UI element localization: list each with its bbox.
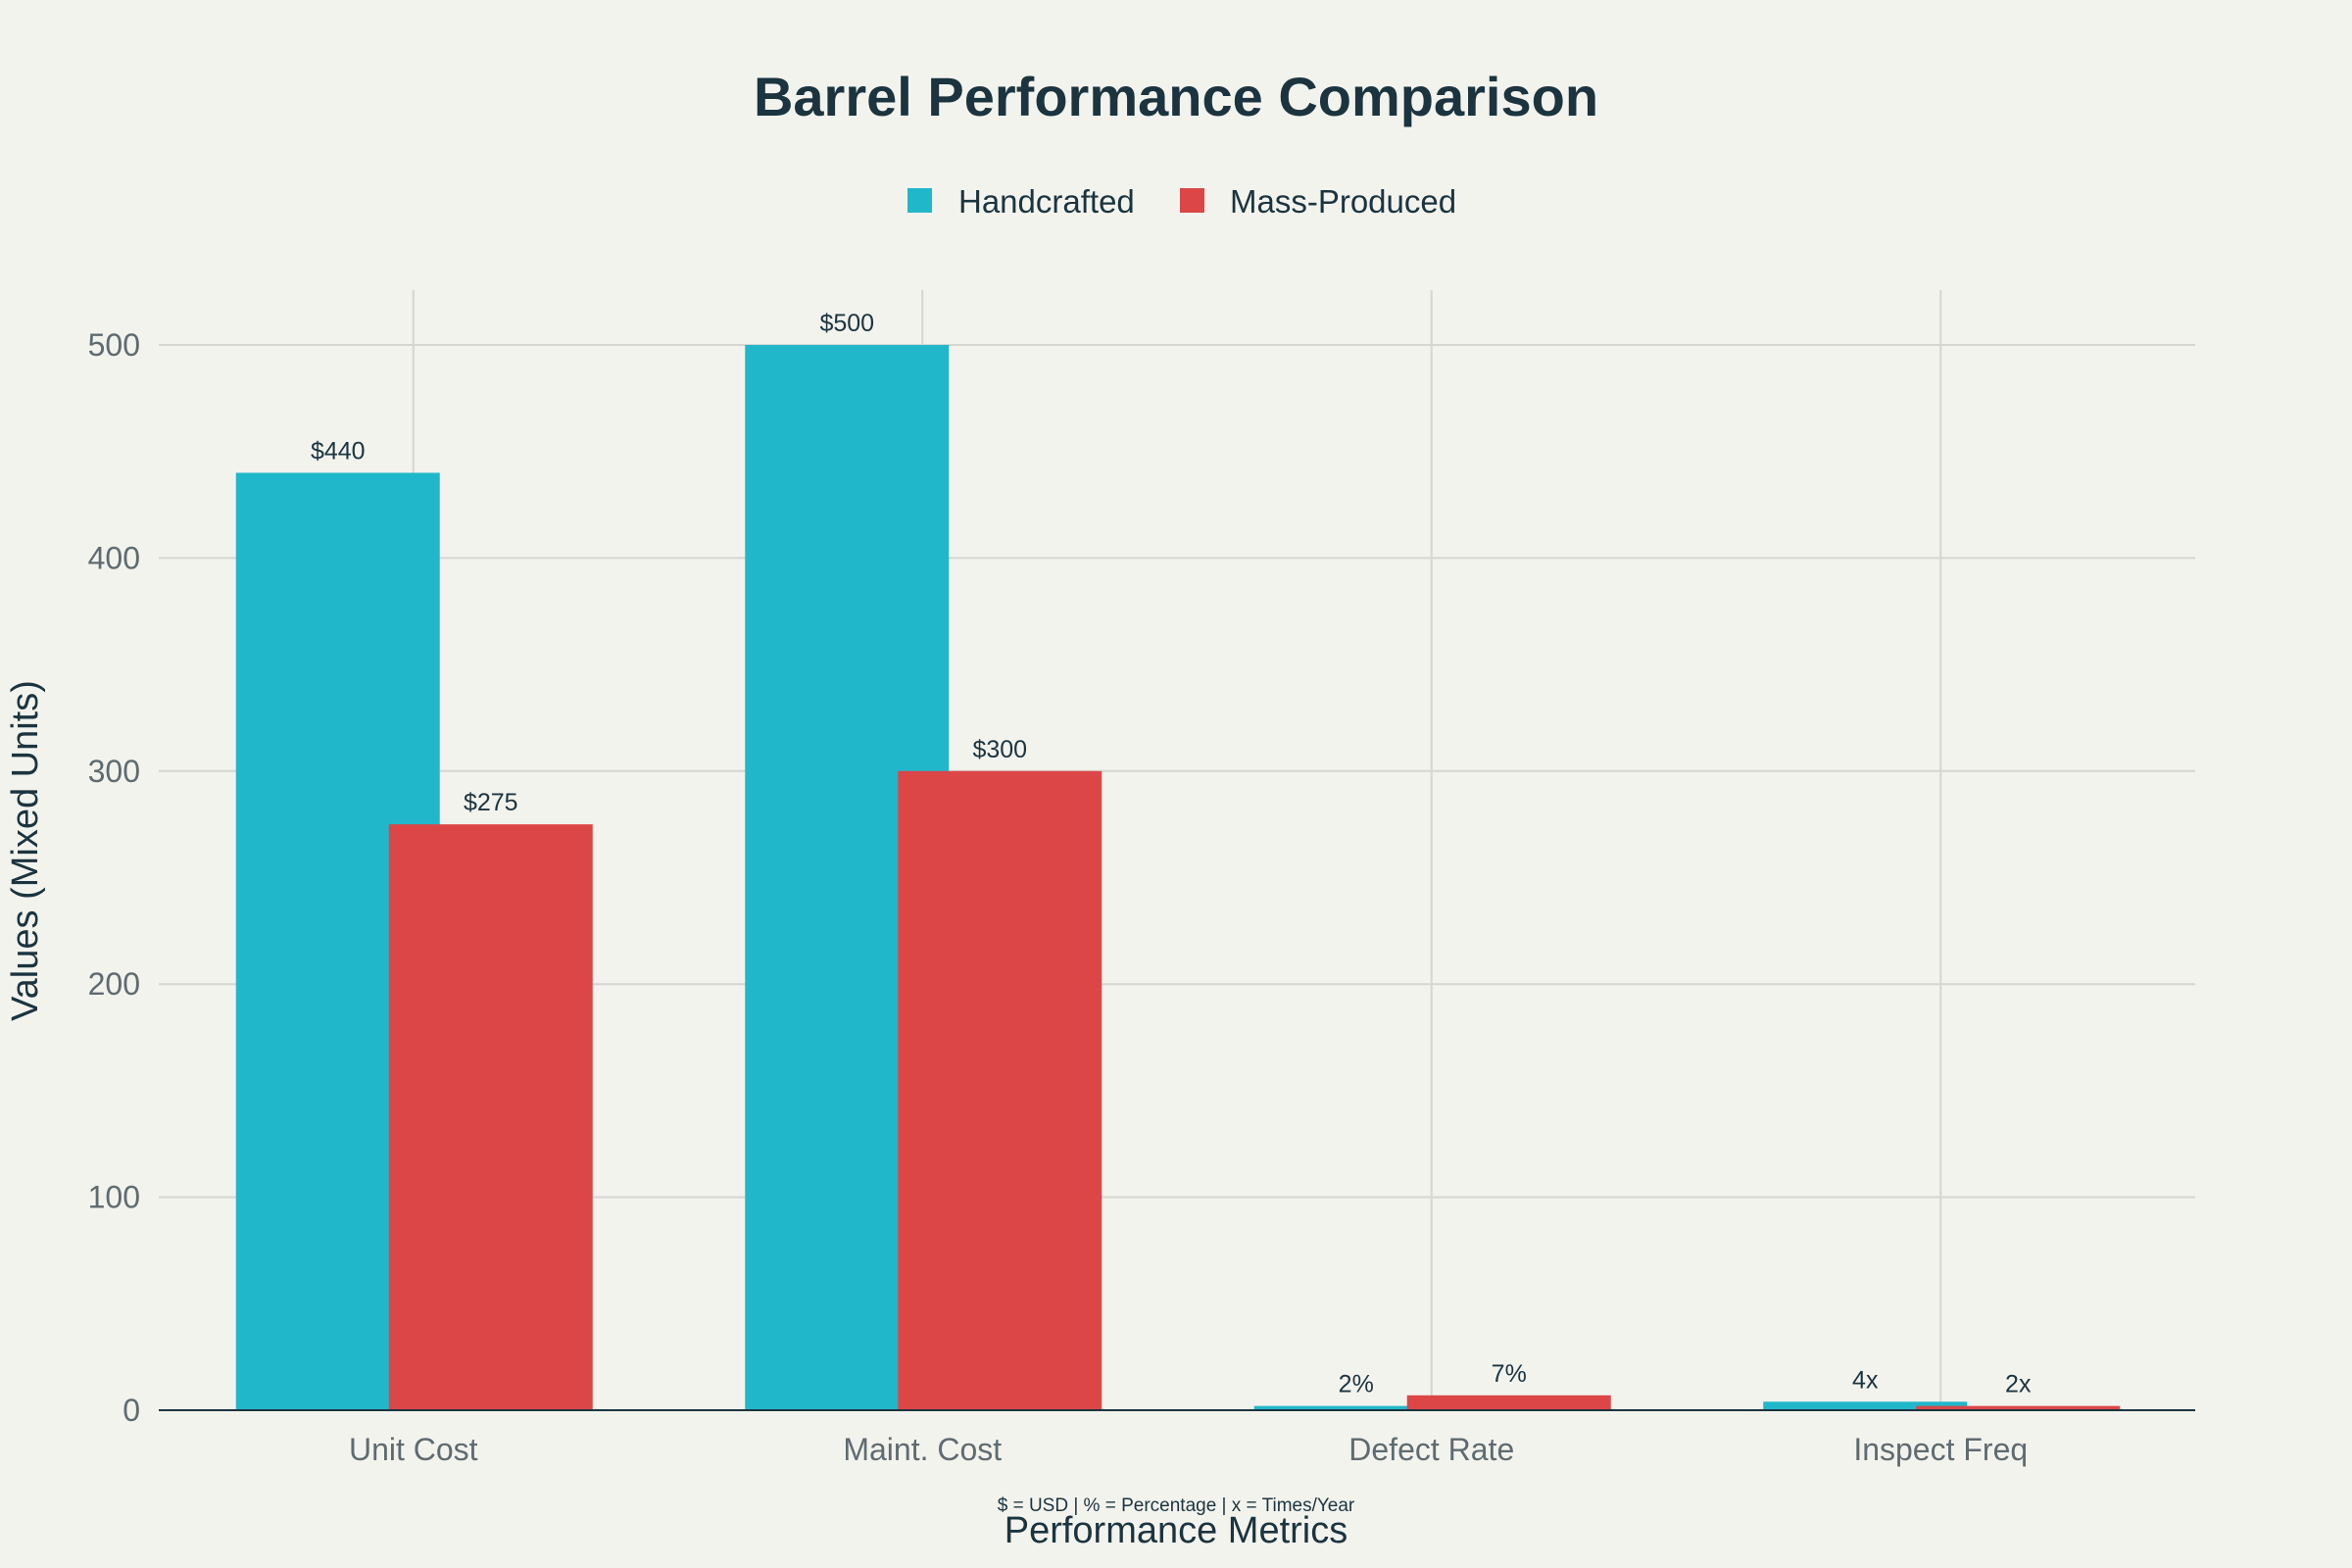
data-label: $440 xyxy=(311,437,366,465)
x-axis-ticks: Unit Cost Maint. Cost Defect Rate Inspect F… xyxy=(349,1432,2028,1467)
x-tick-label: Defect Rate xyxy=(1348,1432,1514,1467)
data-label: $275 xyxy=(464,789,518,816)
bar-mass-produced-maint-cost xyxy=(898,770,1102,1410)
legend-item-handcrafted: Handcrafted xyxy=(907,183,1135,220)
data-label: $300 xyxy=(972,736,1027,763)
legend-item-mass-produced: Mass-Produced xyxy=(1180,183,1456,220)
y-axis-title: Values (Mixed Units) xyxy=(5,680,46,1021)
y-tick-label: 500 xyxy=(88,327,140,363)
legend-label: Mass-Produced xyxy=(1230,183,1456,220)
legend-label: Handcrafted xyxy=(958,183,1135,220)
data-label: 4x xyxy=(1852,1366,1879,1394)
chart-legend: Handcrafted Mass-Produced xyxy=(907,183,1456,220)
bar-mass-produced-inspect-freq xyxy=(1916,1405,2121,1410)
data-labels: $440 $500 2% 4x $275 $300 7% 2x xyxy=(311,310,2032,1398)
legend-swatch xyxy=(907,188,932,213)
bar-handcrafted-defect-rate xyxy=(1253,1405,1458,1410)
y-tick-label: 200 xyxy=(88,966,140,1002)
x-tick-label: Inspect Freq xyxy=(1853,1432,2028,1467)
x-tick-label: Unit Cost xyxy=(349,1432,478,1467)
x-tick-label: Maint. Cost xyxy=(843,1432,1002,1467)
bar-handcrafted-inspect-freq xyxy=(1763,1401,1968,1410)
bar-mass-produced-defect-rate xyxy=(1406,1395,1611,1410)
bar-mass-produced-unit-cost xyxy=(388,824,593,1410)
data-label: 2% xyxy=(1339,1371,1374,1398)
y-tick-label: 100 xyxy=(88,1180,140,1215)
chart-title: Barrel Performance Comparison xyxy=(754,66,1598,127)
data-label: 7% xyxy=(1492,1360,1527,1388)
data-label: 2x xyxy=(2005,1371,2032,1398)
x-axis-title: Performance Metrics xyxy=(1004,1510,1348,1551)
y-tick-label: 400 xyxy=(88,540,140,575)
bar-series xyxy=(235,345,2121,1410)
legend-swatch xyxy=(1180,188,1204,213)
data-label: $500 xyxy=(819,310,874,337)
y-axis-ticks: 0 100 200 300 400 500 xyxy=(88,327,140,1428)
y-tick-label: 0 xyxy=(122,1393,140,1428)
y-tick-label: 300 xyxy=(88,754,140,789)
units-note: $ = USD | % = Percentage | x = Times/Yea… xyxy=(998,1495,1355,1516)
